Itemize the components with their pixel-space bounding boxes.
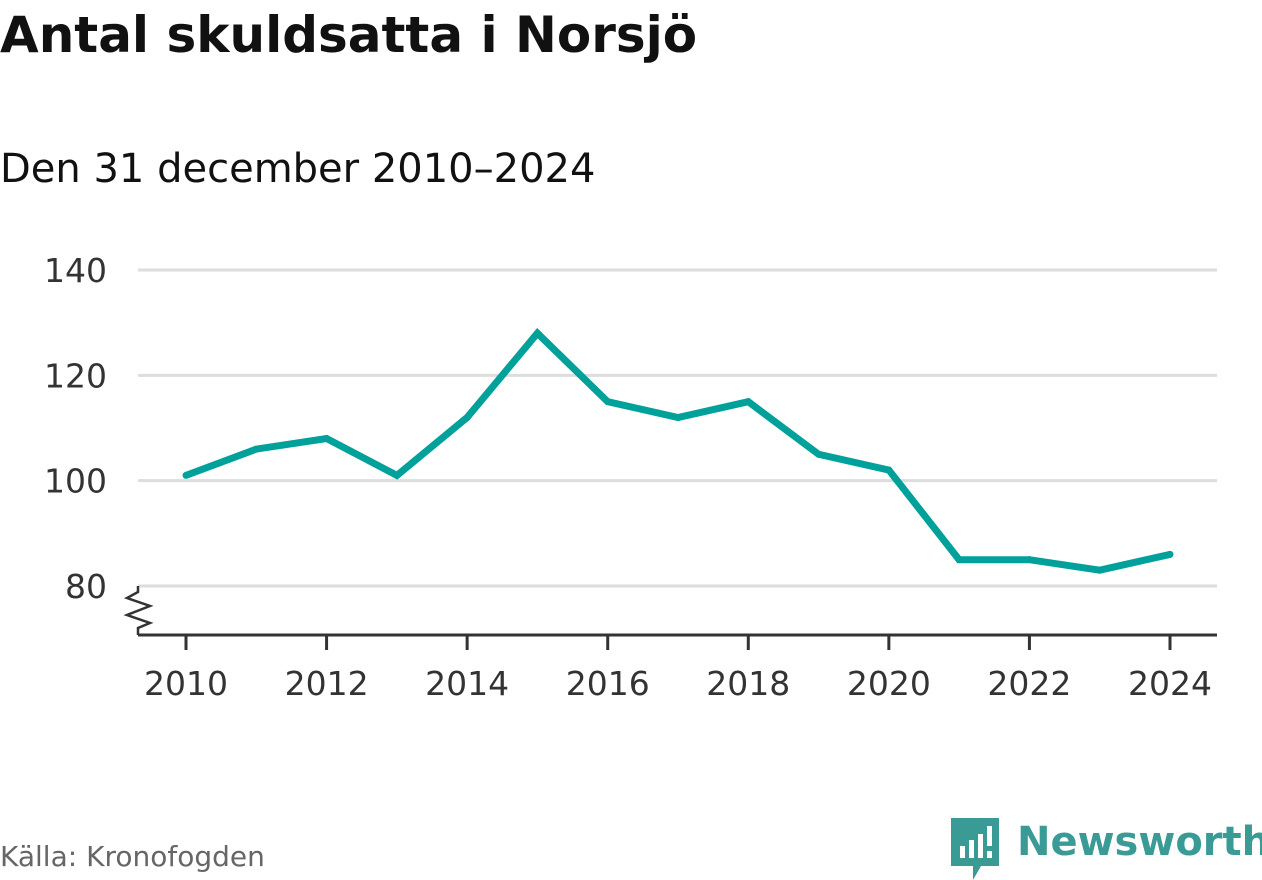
series-line <box>184 328 1171 574</box>
brand-logo: Newsworthy <box>951 818 1262 880</box>
data-point <box>323 435 331 443</box>
x-tick-label: 2024 <box>1128 664 1212 703</box>
y-tick-label: 140 <box>44 251 107 290</box>
data-point <box>252 445 260 453</box>
data-point <box>393 471 401 479</box>
y-tick-label: 100 <box>44 462 107 501</box>
y-tick-label: 80 <box>65 567 107 606</box>
y-axis: 80 100 120 140 <box>44 251 154 635</box>
data-point <box>463 413 471 421</box>
data-point <box>1166 550 1174 558</box>
chart-subtitle: Den 31 december 2010–2024 <box>0 146 596 192</box>
data-point <box>533 329 541 337</box>
brand-name: Newsworthy <box>1017 819 1262 865</box>
x-axis: 2010 2012 2014 2016 2018 2020 2022 2024 <box>138 633 1217 703</box>
source-note: Källa: Kronofogden <box>0 840 265 873</box>
chart-title: Antal skuldsatta i Norsjö <box>0 6 698 64</box>
x-tick-label: 2014 <box>425 664 509 703</box>
data-point <box>955 556 963 564</box>
x-tick-label: 2016 <box>566 664 650 703</box>
x-tick-label: 2012 <box>285 664 369 703</box>
data-point <box>744 398 752 406</box>
x-tick-label: 2018 <box>706 664 790 703</box>
axis-break-icon <box>123 586 154 635</box>
x-tick-label: 2020 <box>847 664 931 703</box>
data-point <box>885 466 893 474</box>
data-point <box>1025 556 1033 564</box>
newsworthy-logo-icon <box>951 818 999 880</box>
gridlines <box>138 268 1217 588</box>
data-point <box>1096 566 1104 574</box>
data-point <box>674 413 682 421</box>
data-point <box>815 450 823 458</box>
data-point <box>604 398 612 406</box>
data-point <box>182 471 190 479</box>
x-tick-label: 2010 <box>144 664 228 703</box>
x-tick-label: 2022 <box>987 664 1071 703</box>
data-series <box>182 328 1174 574</box>
y-tick-label: 120 <box>44 356 107 395</box>
